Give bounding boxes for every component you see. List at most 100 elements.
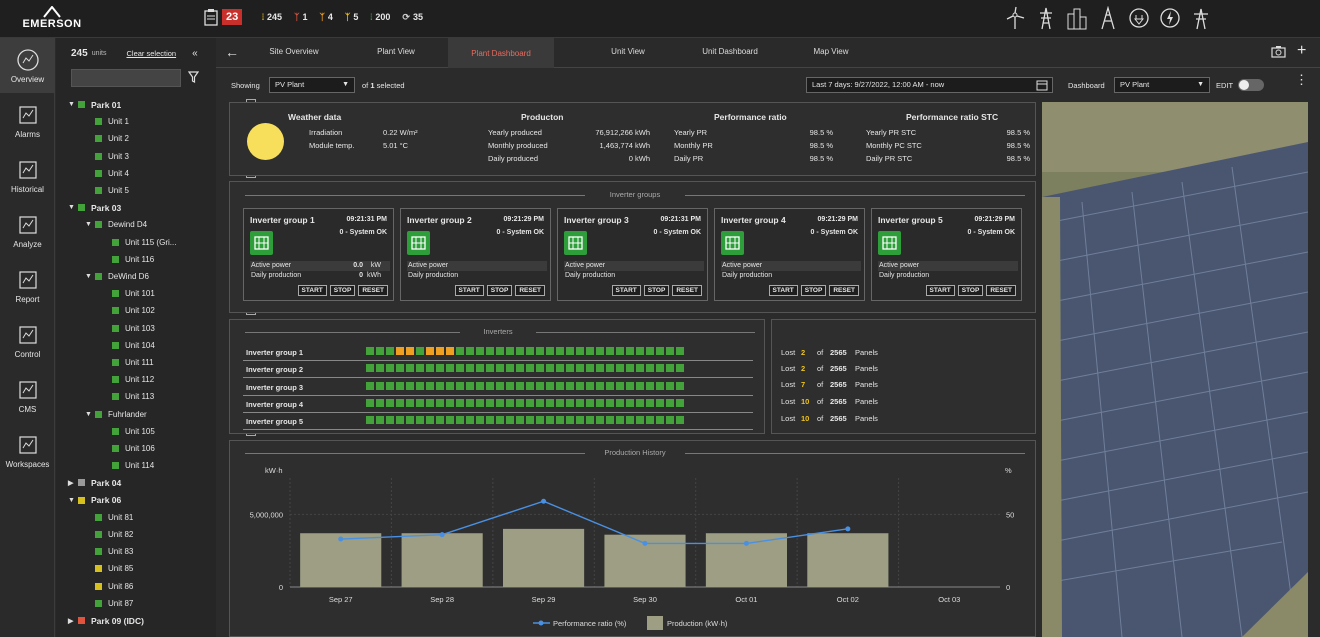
tree-park[interactable]: ▼ Park 06 (68, 492, 121, 509)
inverter-status-cell[interactable] (626, 398, 634, 407)
inverter-status-cell[interactable] (416, 398, 424, 407)
inverter-status-cell[interactable] (646, 347, 654, 355)
back-arrow-icon[interactable]: ← (225, 44, 239, 60)
inverter-status-cell[interactable] (496, 398, 504, 407)
start-button[interactable]: START (925, 285, 955, 296)
tree-search-input[interactable] (71, 69, 181, 87)
stat-item[interactable]: ⟳ 35 (402, 12, 423, 23)
inverter-status-cell[interactable] (496, 364, 504, 373)
inverter-status-cell[interactable] (426, 364, 434, 373)
inverter-status-cell[interactable] (466, 398, 474, 407)
inverter-status-cell[interactable] (646, 398, 654, 407)
inverter-status-cell[interactable] (556, 381, 564, 390)
inverter-status-cell[interactable] (536, 364, 544, 373)
inverter-status-cell[interactable] (616, 398, 624, 407)
inverter-status-cell[interactable] (626, 347, 634, 355)
oil-derrick-icon[interactable] (1097, 5, 1119, 30)
inverter-status-cell[interactable] (436, 381, 444, 390)
inverter-status-cell[interactable] (506, 381, 514, 390)
inverter-status-cell[interactable] (526, 416, 534, 425)
inverter-status-cell[interactable] (426, 416, 434, 425)
nav-historical[interactable]: Historical (0, 148, 55, 203)
inverter-group-card[interactable]: Inverter group 3 09:21:31 PM 0 - System OK… (557, 208, 708, 301)
caret-down-icon[interactable]: ▼ (68, 496, 75, 504)
nav-analyze[interactable]: Analyze (0, 203, 55, 258)
inverter-status-cell[interactable] (586, 416, 594, 425)
inverter-status-cell[interactable] (476, 347, 484, 355)
tree-group[interactable]: ▼ DeWind D6 (85, 268, 149, 285)
inverter-status-cell[interactable] (586, 364, 594, 373)
caret-down-icon[interactable]: ▼ (68, 204, 75, 212)
inverter-status-cell[interactable] (456, 381, 464, 390)
inverter-status-cell[interactable] (606, 364, 614, 373)
inverter-status-cell[interactable] (456, 398, 464, 407)
inverter-status-cell[interactable] (456, 347, 464, 355)
inverter-status-cell[interactable] (676, 364, 684, 373)
inverter-status-cell[interactable] (486, 398, 494, 407)
tree-unit[interactable]: Unit 1 (85, 113, 129, 130)
production-bar[interactable] (503, 528, 585, 587)
inverter-status-cell[interactable] (386, 398, 394, 407)
inverter-status-cell[interactable] (506, 398, 514, 407)
inverter-status-cell[interactable] (366, 364, 374, 373)
inverter-status-cell[interactable] (676, 398, 684, 407)
inverter-status-cell[interactable] (666, 398, 674, 407)
inverter-status-cell[interactable] (536, 398, 544, 407)
nav-workspaces[interactable]: Workspaces (0, 423, 55, 478)
inverter-status-cell[interactable] (376, 381, 384, 390)
tree-unit[interactable]: Unit 85 (85, 560, 133, 577)
inverter-status-cell[interactable] (596, 416, 604, 425)
tree-park[interactable]: ▼ Park 01 (68, 96, 121, 113)
inverter-group-card[interactable]: Inverter group 5 09:21:29 PM 0 - System OK… (871, 208, 1022, 301)
inverter-status-cell[interactable] (506, 364, 514, 373)
plant-select[interactable]: PV Plant ▼ (269, 77, 355, 93)
inverter-status-cell[interactable] (496, 416, 504, 425)
tree-unit[interactable]: Unit 105 (102, 423, 155, 440)
inverter-status-cell[interactable] (516, 398, 524, 407)
inverter-status-cell[interactable] (396, 347, 404, 355)
more-options-icon[interactable]: ⋮ (1295, 72, 1308, 87)
inverter-group-card[interactable]: Inverter group 2 09:21:29 PM 0 - System OK… (400, 208, 551, 301)
inverter-status-cell[interactable] (576, 347, 584, 355)
nav-overview[interactable]: Overview (0, 38, 55, 93)
city-buildings-icon[interactable] (1066, 6, 1088, 30)
inverter-status-cell[interactable] (606, 347, 614, 355)
inverter-status-cell[interactable] (466, 364, 474, 373)
inverter-status-cell[interactable] (436, 398, 444, 407)
inverter-status-cell[interactable] (366, 416, 374, 425)
inverter-status-cell[interactable] (426, 347, 434, 355)
inverter-status-cell[interactable] (566, 416, 574, 425)
inverter-group-card[interactable]: Inverter group 4 09:21:29 PM 0 - System OK… (714, 208, 865, 301)
inverter-status-cell[interactable] (466, 381, 474, 390)
inverter-status-cell[interactable] (416, 364, 424, 373)
reset-button[interactable]: RESET (829, 285, 859, 296)
performance-ratio-point[interactable] (743, 540, 749, 546)
inverter-status-cell[interactable] (596, 398, 604, 407)
reset-button[interactable]: RESET (358, 285, 388, 296)
dashboard-select[interactable]: PV Plant ▼ (1114, 77, 1210, 93)
production-bar[interactable] (300, 533, 382, 587)
inverter-status-cell[interactable] (386, 347, 394, 355)
performance-ratio-point[interactable] (642, 540, 648, 546)
inverter-status-cell[interactable] (606, 416, 614, 425)
start-button[interactable]: START (454, 285, 484, 296)
inverter-status-cell[interactable] (366, 398, 374, 407)
tree-unit[interactable]: Unit 106 (102, 440, 155, 457)
stop-button[interactable]: STOP (643, 285, 670, 296)
inverter-status-cell[interactable] (386, 364, 394, 373)
inverter-status-cell[interactable] (676, 381, 684, 390)
transmission-tower-icon[interactable] (1035, 6, 1057, 30)
inverter-status-cell[interactable] (546, 416, 554, 425)
tree-unit[interactable]: Unit 102 (102, 302, 155, 319)
inverter-status-cell[interactable] (426, 381, 434, 390)
inverter-status-cell[interactable] (566, 364, 574, 373)
inverter-status-cell[interactable] (446, 416, 454, 425)
inverter-status-cell[interactable] (536, 381, 544, 390)
tree-unit[interactable]: Unit 87 (85, 595, 133, 612)
inverter-status-cell[interactable] (596, 381, 604, 390)
inverter-status-cell[interactable] (536, 347, 544, 355)
tree-group[interactable]: ▼ Dewind D4 (85, 216, 147, 233)
inverter-status-cell[interactable] (666, 364, 674, 373)
stop-button[interactable]: STOP (486, 285, 513, 296)
inverter-status-cell[interactable] (516, 347, 524, 355)
